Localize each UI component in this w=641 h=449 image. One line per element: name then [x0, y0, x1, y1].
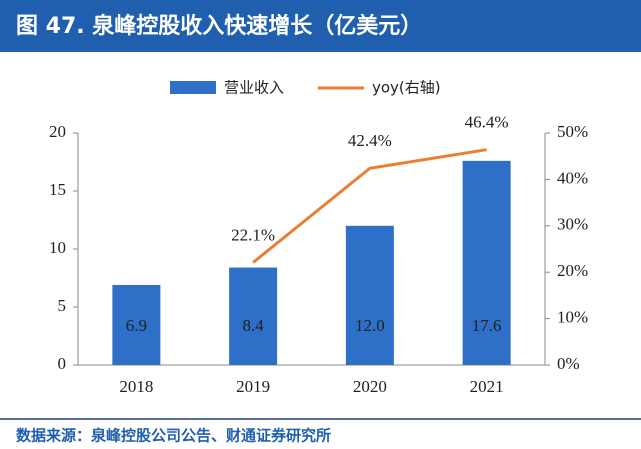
line-value-label: 22.1% — [231, 225, 275, 244]
bar — [229, 267, 278, 365]
legend-label: yoy(右轴) — [372, 79, 441, 97]
source: 数据来源：泉峰控股公司公告、财通证券研究所 — [16, 427, 331, 445]
bar-value-label: 6.9 — [126, 316, 147, 335]
y2-tick-label: 0% — [557, 354, 580, 373]
line-value-label: 42.4% — [348, 131, 392, 150]
line-value-label: 46.4% — [465, 113, 509, 132]
x-tick-label: 2019 — [236, 377, 270, 396]
chart-title: 图 47. 泉峰控股收入快速增长（亿美元） — [16, 13, 422, 39]
y2-tick-label: 20% — [557, 261, 588, 280]
legend-swatch — [170, 81, 216, 94]
bar-value-label: 12.0 — [355, 316, 385, 335]
line — [252, 148, 487, 264]
bar-value-label: 8.4 — [243, 316, 265, 335]
y-tick-label: 15 — [49, 180, 66, 199]
y-tick-label: 5 — [58, 296, 67, 315]
bar-value-label: 17.6 — [472, 316, 502, 335]
title-banner — [0, 0, 641, 52]
bar — [345, 225, 394, 365]
x-tick-label: 2021 — [470, 377, 504, 396]
x-tick-label: 2020 — [353, 377, 387, 396]
y2-tick-label: 30% — [557, 215, 588, 234]
bar — [462, 160, 511, 365]
x-tick-label: 2018 — [119, 377, 153, 396]
y2-tick-label: 40% — [557, 168, 588, 187]
bar — [112, 284, 161, 365]
y-tick-label: 20 — [49, 122, 66, 141]
y2-tick-label: 10% — [557, 308, 588, 327]
y-tick-label: 0 — [58, 354, 67, 373]
y2-tick-label: 50% — [557, 122, 588, 141]
legend-label: 营业收入 — [224, 79, 284, 97]
y-tick-label: 10 — [49, 238, 66, 257]
